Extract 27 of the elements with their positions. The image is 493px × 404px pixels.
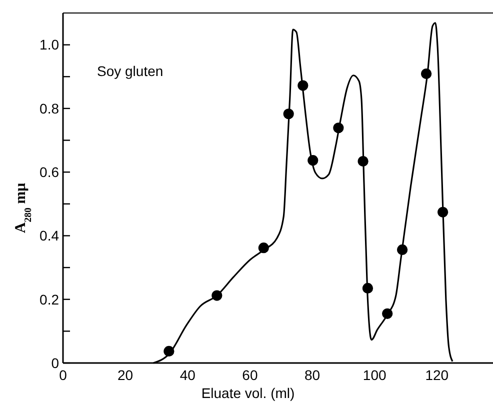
point (283, 108, 294, 120)
point (333, 122, 344, 134)
x-tick-label: 40 (180, 367, 196, 383)
y-tick-label: 1.0 (40, 36, 60, 53)
annotation: Soy gluten (97, 63, 164, 79)
x-tick-label: 60 (242, 367, 258, 383)
y-tick-label: 0.6 (40, 164, 60, 180)
y-tick-label: 0.8 (40, 100, 60, 116)
y-tick-label: 0 (51, 354, 60, 371)
x-tick-label: 100 (362, 367, 386, 383)
point (438, 206, 448, 218)
point (397, 244, 408, 256)
point (358, 156, 368, 167)
point (382, 308, 393, 319)
point (362, 282, 374, 294)
point (308, 155, 318, 166)
point (298, 80, 308, 91)
point (164, 346, 174, 357)
x-tick-label: 80 (304, 367, 320, 383)
x-tick-label: 20 (118, 367, 134, 383)
x-tick-label: 120 (425, 367, 449, 383)
x-axis-title: Eluate vol. (ml) (201, 385, 295, 401)
y-tick-label: 0.4 (40, 228, 60, 244)
y-tick-label: 0.2 (40, 291, 60, 308)
point (212, 290, 222, 301)
point (421, 68, 432, 80)
point (258, 242, 269, 254)
